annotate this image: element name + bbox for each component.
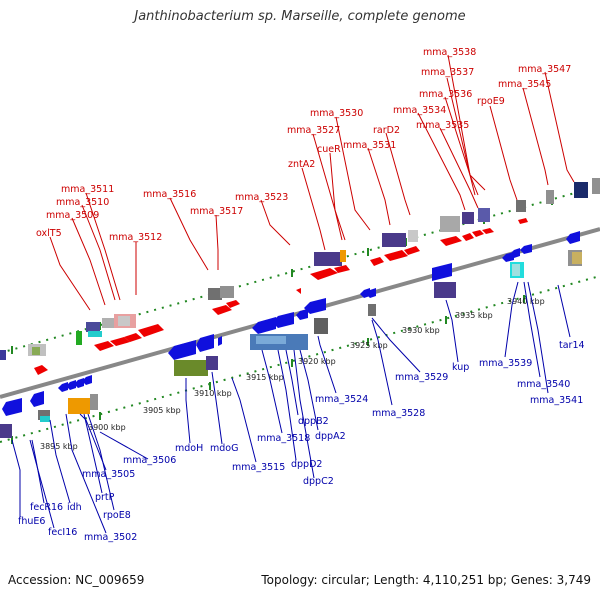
gene-label: fecR16: [30, 502, 63, 513]
gene-label: mdoG: [210, 443, 238, 454]
gene-label: rpoE8: [103, 510, 131, 521]
map-title: Janthinobacterium sp. Marseille, complet…: [134, 9, 466, 24]
gene-label: mma_3538: [423, 47, 476, 58]
forward-track-features: [0, 178, 600, 360]
reverse-labels: tar14 mma_3539 mma_3540 mma_3541 kup mma…: [18, 340, 585, 543]
gene-label: mma_3523: [235, 192, 288, 203]
gene-label: tar14: [559, 340, 585, 351]
gene-label: mma_3536: [419, 89, 472, 100]
gene-label: mma_3509: [46, 210, 99, 221]
gene-label: cueR: [317, 144, 341, 155]
gene-label: prtP: [95, 492, 115, 503]
gene-label: idh: [67, 502, 82, 513]
gene-label: kup: [452, 362, 469, 373]
tick-label: 3940 kbp: [507, 297, 545, 306]
gene-label: mma_3531: [343, 140, 396, 151]
forward-genes: [34, 218, 528, 375]
gene-label: oxlT5: [36, 228, 62, 239]
reverse-genes: [2, 231, 580, 416]
gene-label: dppD2: [291, 459, 322, 470]
gene-label: rarD2: [373, 125, 400, 136]
gene-label: mdoH: [175, 443, 203, 454]
gene-label: mma_3511: [61, 184, 114, 195]
gene-label: mma_3528: [372, 408, 425, 419]
tick-label: 3915 kbp: [246, 373, 284, 382]
gene-label: mma_3524: [315, 394, 368, 405]
gene-label: dppA2: [315, 431, 346, 442]
forward-leader-lines: [49, 54, 575, 311]
gene-label: mma_3537: [421, 67, 474, 78]
tick-label: 3910 kbp: [194, 389, 232, 398]
tick-label: 3930 kbp: [402, 326, 440, 335]
gene-label: rpoE9: [477, 96, 505, 107]
gene-label: mma_3534: [393, 105, 446, 116]
gene-label: mma_3512: [109, 232, 162, 243]
gene-label: mma_3547: [518, 64, 571, 75]
reverse-track-features: [0, 250, 582, 438]
gene-label: zntA2: [288, 159, 315, 170]
gene-label: mma_3545: [498, 79, 551, 90]
gene-label: fecI16: [48, 527, 77, 538]
gene-label: fhuE6: [18, 516, 45, 527]
gene-label: mma_3510: [56, 197, 109, 208]
gene-label: mma_3506: [123, 455, 176, 466]
gene-label: mma_3515: [232, 462, 285, 473]
gene-label: mma_3539: [479, 358, 532, 369]
gene-label: mma_3529: [395, 372, 448, 383]
tick-label: 3895 kbp: [40, 442, 78, 451]
gene-label: mma_3527: [287, 125, 340, 136]
gene-label: mma_3541: [530, 395, 583, 406]
accession-text: Accession: NC_009659: [8, 573, 145, 587]
tick-label: 3905 kbp: [143, 406, 181, 415]
tick-label: 3920 kbp: [298, 357, 336, 366]
gene-label: dppB2: [298, 416, 329, 427]
gene-label: mma_3516: [143, 189, 196, 200]
tick-label: 3925 kbp: [350, 341, 388, 350]
reverse-leader-lines: [11, 281, 571, 534]
genome-summary-text: Topology: circular; Length: 4,110,251 bp…: [261, 573, 591, 587]
gene-label: mma_3505: [82, 469, 135, 480]
tick-label: 3900 kbp: [88, 423, 126, 432]
coordinate-ticks: 3895 kbp 3900 kbp 3905 kbp 3910 kbp 3915…: [40, 297, 545, 451]
gene-label: dppC2: [303, 476, 334, 487]
tick-label: 3935 kbp: [455, 311, 493, 320]
gene-label: mma_3518: [257, 433, 310, 444]
gene-label: mma_3502: [84, 532, 137, 543]
gene-label: mma_3540: [517, 379, 570, 390]
gene-label: mma_3535: [416, 120, 469, 131]
gene-label: mma_3517: [190, 206, 243, 217]
gene-label: mma_3530: [310, 108, 363, 119]
forward-labels: mma_3538 mma_3547 mma_3537 mma_3545 mma_…: [36, 47, 571, 243]
